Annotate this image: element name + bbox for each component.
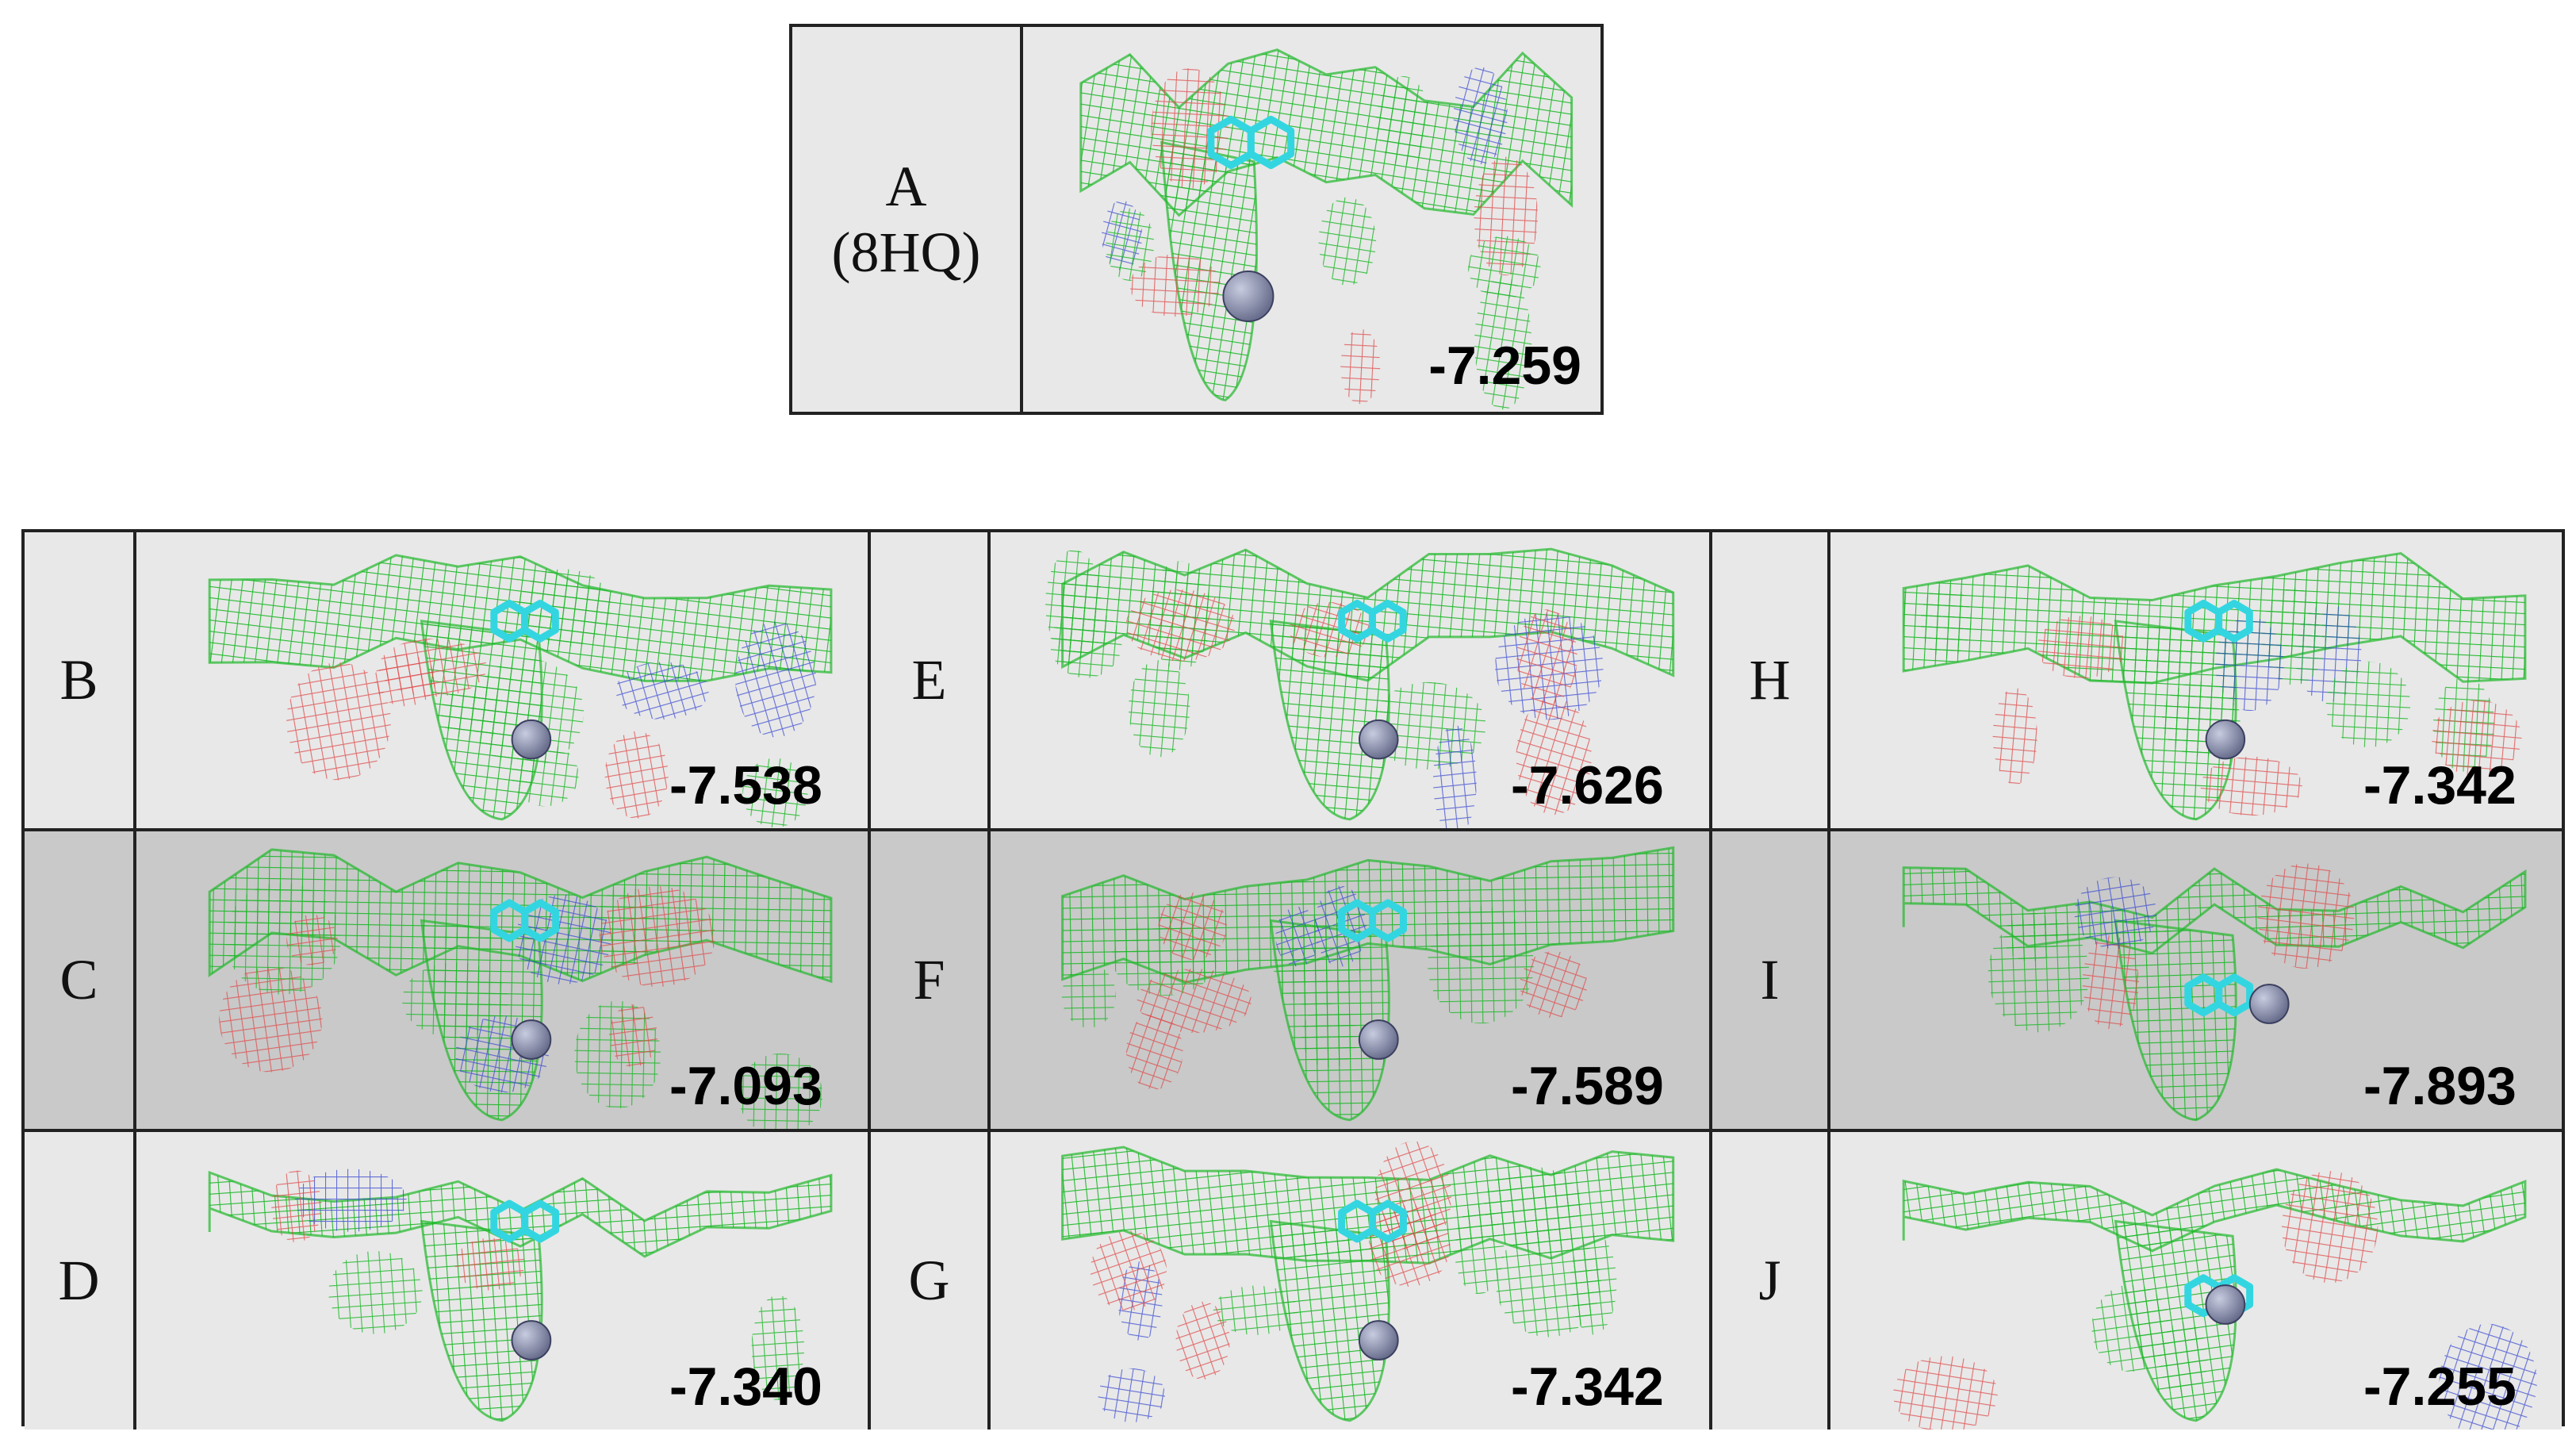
metal-ion-sphere — [1222, 270, 1275, 323]
panel-d-score: -7.340 — [669, 1357, 822, 1417]
panel-label-h: H — [1712, 532, 1827, 828]
metal-ion-sphere — [1358, 719, 1399, 760]
panel-label-j: J — [1712, 1132, 1827, 1430]
protein-surface-mesh — [1061, 1141, 1675, 1422]
panel-label-c: C — [25, 831, 133, 1129]
metal-ion-sphere — [1358, 1019, 1399, 1060]
ligand-stick-model — [2184, 973, 2254, 1017]
panel-d-docking-image — [136, 1132, 868, 1430]
panel-a-docking-image — [1023, 27, 1600, 412]
protein-surface-mesh — [208, 1169, 833, 1422]
panel-label-e: E — [871, 532, 987, 828]
ligand-stick-model — [2184, 600, 2253, 643]
panel-g-docking-image — [991, 1132, 1709, 1430]
ligand-stick-model — [490, 899, 560, 942]
metal-ion-sphere — [511, 1320, 552, 1360]
ligand-stick-model — [1338, 600, 1407, 643]
panel-e-docking-image — [991, 532, 1709, 828]
panel-label-f: F — [871, 831, 987, 1129]
ligand-stick-model — [1338, 899, 1407, 942]
panel-j-docking-image — [1830, 1132, 2562, 1430]
panel-i-score: -7.893 — [2363, 1056, 2517, 1116]
protein-surface-mesh — [1061, 846, 1675, 1122]
protein-surface-mesh — [208, 554, 833, 828]
protein-surface-mesh — [1079, 48, 1574, 410]
metal-ion-sphere — [2205, 719, 2246, 760]
ligand-stick-model — [1338, 1199, 1407, 1243]
panel-f-score: -7.589 — [1511, 1056, 1664, 1116]
docking-grid: B -7.538 E -7.626 H -7.342 C -7.093 F -7.589 I -7.8… — [21, 529, 2565, 1430]
panel-g-score: -7.342 — [1511, 1357, 1664, 1417]
panel-label-d: D — [25, 1132, 133, 1430]
panel-h-score: -7.342 — [2363, 755, 2517, 816]
panel-label-g: G — [871, 1132, 987, 1430]
metal-ion-sphere — [511, 719, 552, 760]
ligand-stick-model — [1207, 115, 1295, 170]
panel-f-docking-image — [991, 831, 1709, 1129]
panel-a-score: -7.259 — [1428, 336, 1581, 396]
ligand-stick-model — [490, 1199, 560, 1243]
panel-j-score: -7.255 — [2363, 1357, 2517, 1417]
protein-surface-mesh — [1892, 1168, 2537, 1430]
panel-e-score: -7.626 — [1511, 755, 1664, 816]
protein-surface-mesh — [1902, 863, 2527, 1122]
protein-surface-mesh — [1045, 547, 1675, 828]
panel-b-docking-image — [136, 532, 868, 828]
panel-i-docking-image — [1830, 831, 2562, 1129]
panel-c-docking-image — [136, 831, 868, 1129]
panel-a-ligand-name: (8HQ) — [831, 220, 981, 284]
metal-ion-sphere — [2248, 984, 2290, 1024]
panel-label-i: I — [1712, 831, 1827, 1129]
metal-ion-sphere — [1358, 1320, 1399, 1360]
panel-h-docking-image — [1830, 532, 2562, 828]
panel-a-label: A (8HQ) — [792, 27, 1020, 412]
metal-ion-sphere — [511, 1019, 552, 1060]
metal-ion-sphere — [2205, 1284, 2246, 1325]
panel-c-score: -7.093 — [669, 1056, 822, 1116]
panel-b-score: -7.538 — [669, 755, 822, 816]
ligand-stick-model — [490, 600, 559, 643]
panel-a-letter: A — [885, 154, 927, 218]
panel-label-b: B — [25, 532, 133, 828]
panel-a: A (8HQ) -7.259 — [789, 24, 1604, 415]
